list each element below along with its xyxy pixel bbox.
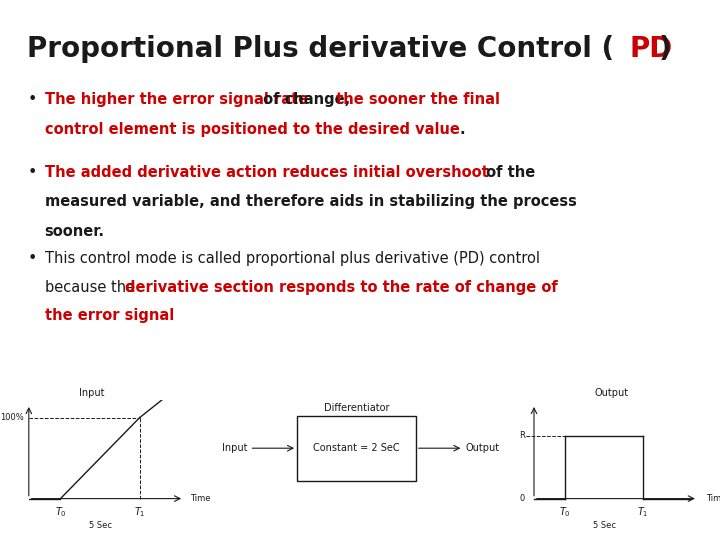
- Text: $T_1$: $T_1$: [134, 505, 145, 519]
- Text: Time: Time: [706, 494, 720, 503]
- Text: 5 Sec: 5 Sec: [89, 521, 112, 530]
- Text: •: •: [27, 165, 37, 180]
- Text: of the: of the: [481, 165, 535, 180]
- Text: the error signal: the error signal: [45, 308, 174, 323]
- Text: Input: Input: [222, 443, 247, 453]
- Text: ): ): [659, 35, 672, 63]
- Text: Differentiator: Differentiator: [324, 402, 389, 413]
- Text: measured variable, and therefore aids in stabilizing the process: measured variable, and therefore aids in…: [45, 194, 577, 210]
- Text: Time: Time: [190, 494, 211, 503]
- Text: $T_0$: $T_0$: [55, 505, 66, 519]
- Text: 100%: 100%: [0, 413, 24, 422]
- Text: $T_1$: $T_1$: [637, 505, 649, 519]
- Text: of change,: of change,: [258, 92, 351, 107]
- Text: derivative section responds to the rate of change of: derivative section responds to the rate …: [125, 280, 557, 295]
- Text: •: •: [27, 92, 37, 107]
- Text: The higher the error signal rate: The higher the error signal rate: [45, 92, 308, 107]
- Text: Output: Output: [595, 388, 629, 398]
- Text: Proportional Plus derivative Control (: Proportional Plus derivative Control (: [27, 35, 615, 63]
- Text: This control mode is called proportional plus derivative (PD) control: This control mode is called proportional…: [45, 251, 540, 266]
- Text: sooner.: sooner.: [45, 224, 104, 239]
- Text: $T_0$: $T_0$: [559, 505, 571, 519]
- Text: the sooner the final: the sooner the final: [331, 92, 500, 107]
- Text: Constant = 2 SeC: Constant = 2 SeC: [313, 443, 400, 453]
- Text: because the: because the: [45, 280, 140, 295]
- Text: control element is positioned to the desired value: control element is positioned to the des…: [45, 122, 459, 137]
- Text: 5 Sec: 5 Sec: [593, 521, 616, 530]
- Text: R: R: [519, 431, 525, 440]
- Text: •: •: [27, 251, 37, 266]
- Text: Input: Input: [79, 388, 105, 398]
- Text: .: .: [459, 122, 465, 137]
- Text: 0: 0: [519, 494, 525, 503]
- Text: Output: Output: [466, 443, 500, 453]
- Text: The added derivative action reduces initial overshoot: The added derivative action reduces init…: [45, 165, 488, 180]
- Text: PD: PD: [630, 35, 673, 63]
- FancyBboxPatch shape: [297, 416, 416, 481]
